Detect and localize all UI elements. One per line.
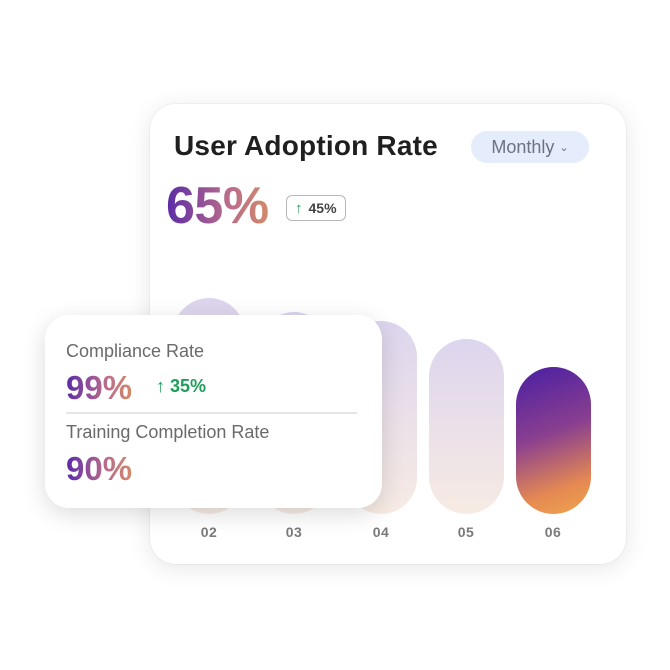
x-tick-label: 03 <box>285 524 303 540</box>
training-completion-label: Training Completion Rate <box>66 422 270 442</box>
compliance-delta: ↑ 35% <box>156 376 206 397</box>
x-tick-label: 05 <box>457 524 475 540</box>
bar-06 <box>515 367 591 514</box>
compliance-overlay-card: Compliance Rate 99% ↑ 35% Training Compl… <box>45 315 382 508</box>
adoption-rate-value: 65% <box>166 177 269 235</box>
period-dropdown-label: Monthly <box>491 136 555 157</box>
adoption-delta-value: 45% <box>308 200 337 216</box>
bar-05 <box>428 339 504 514</box>
x-tick-label: 02 <box>200 524 218 540</box>
arrow-up-icon: ↑ <box>156 376 165 396</box>
card-title: User Adoption Rate <box>174 130 438 161</box>
x-tick-label: 04 <box>372 524 390 540</box>
compliance-rate-label: Compliance Rate <box>66 341 205 361</box>
compliance-delta-value: 35% <box>170 376 207 396</box>
adoption-delta-badge: ↑ 45% <box>286 195 346 221</box>
arrow-up-icon: ↑ <box>295 199 303 217</box>
chevron-down-icon: ⌄ <box>559 142 569 154</box>
training-completion-value: 90% <box>66 450 133 487</box>
period-dropdown[interactable]: Monthly ⌄ <box>471 131 589 163</box>
x-tick-label: 06 <box>544 524 562 540</box>
compliance-rate-value: 99% <box>66 369 133 406</box>
divider <box>66 412 357 414</box>
